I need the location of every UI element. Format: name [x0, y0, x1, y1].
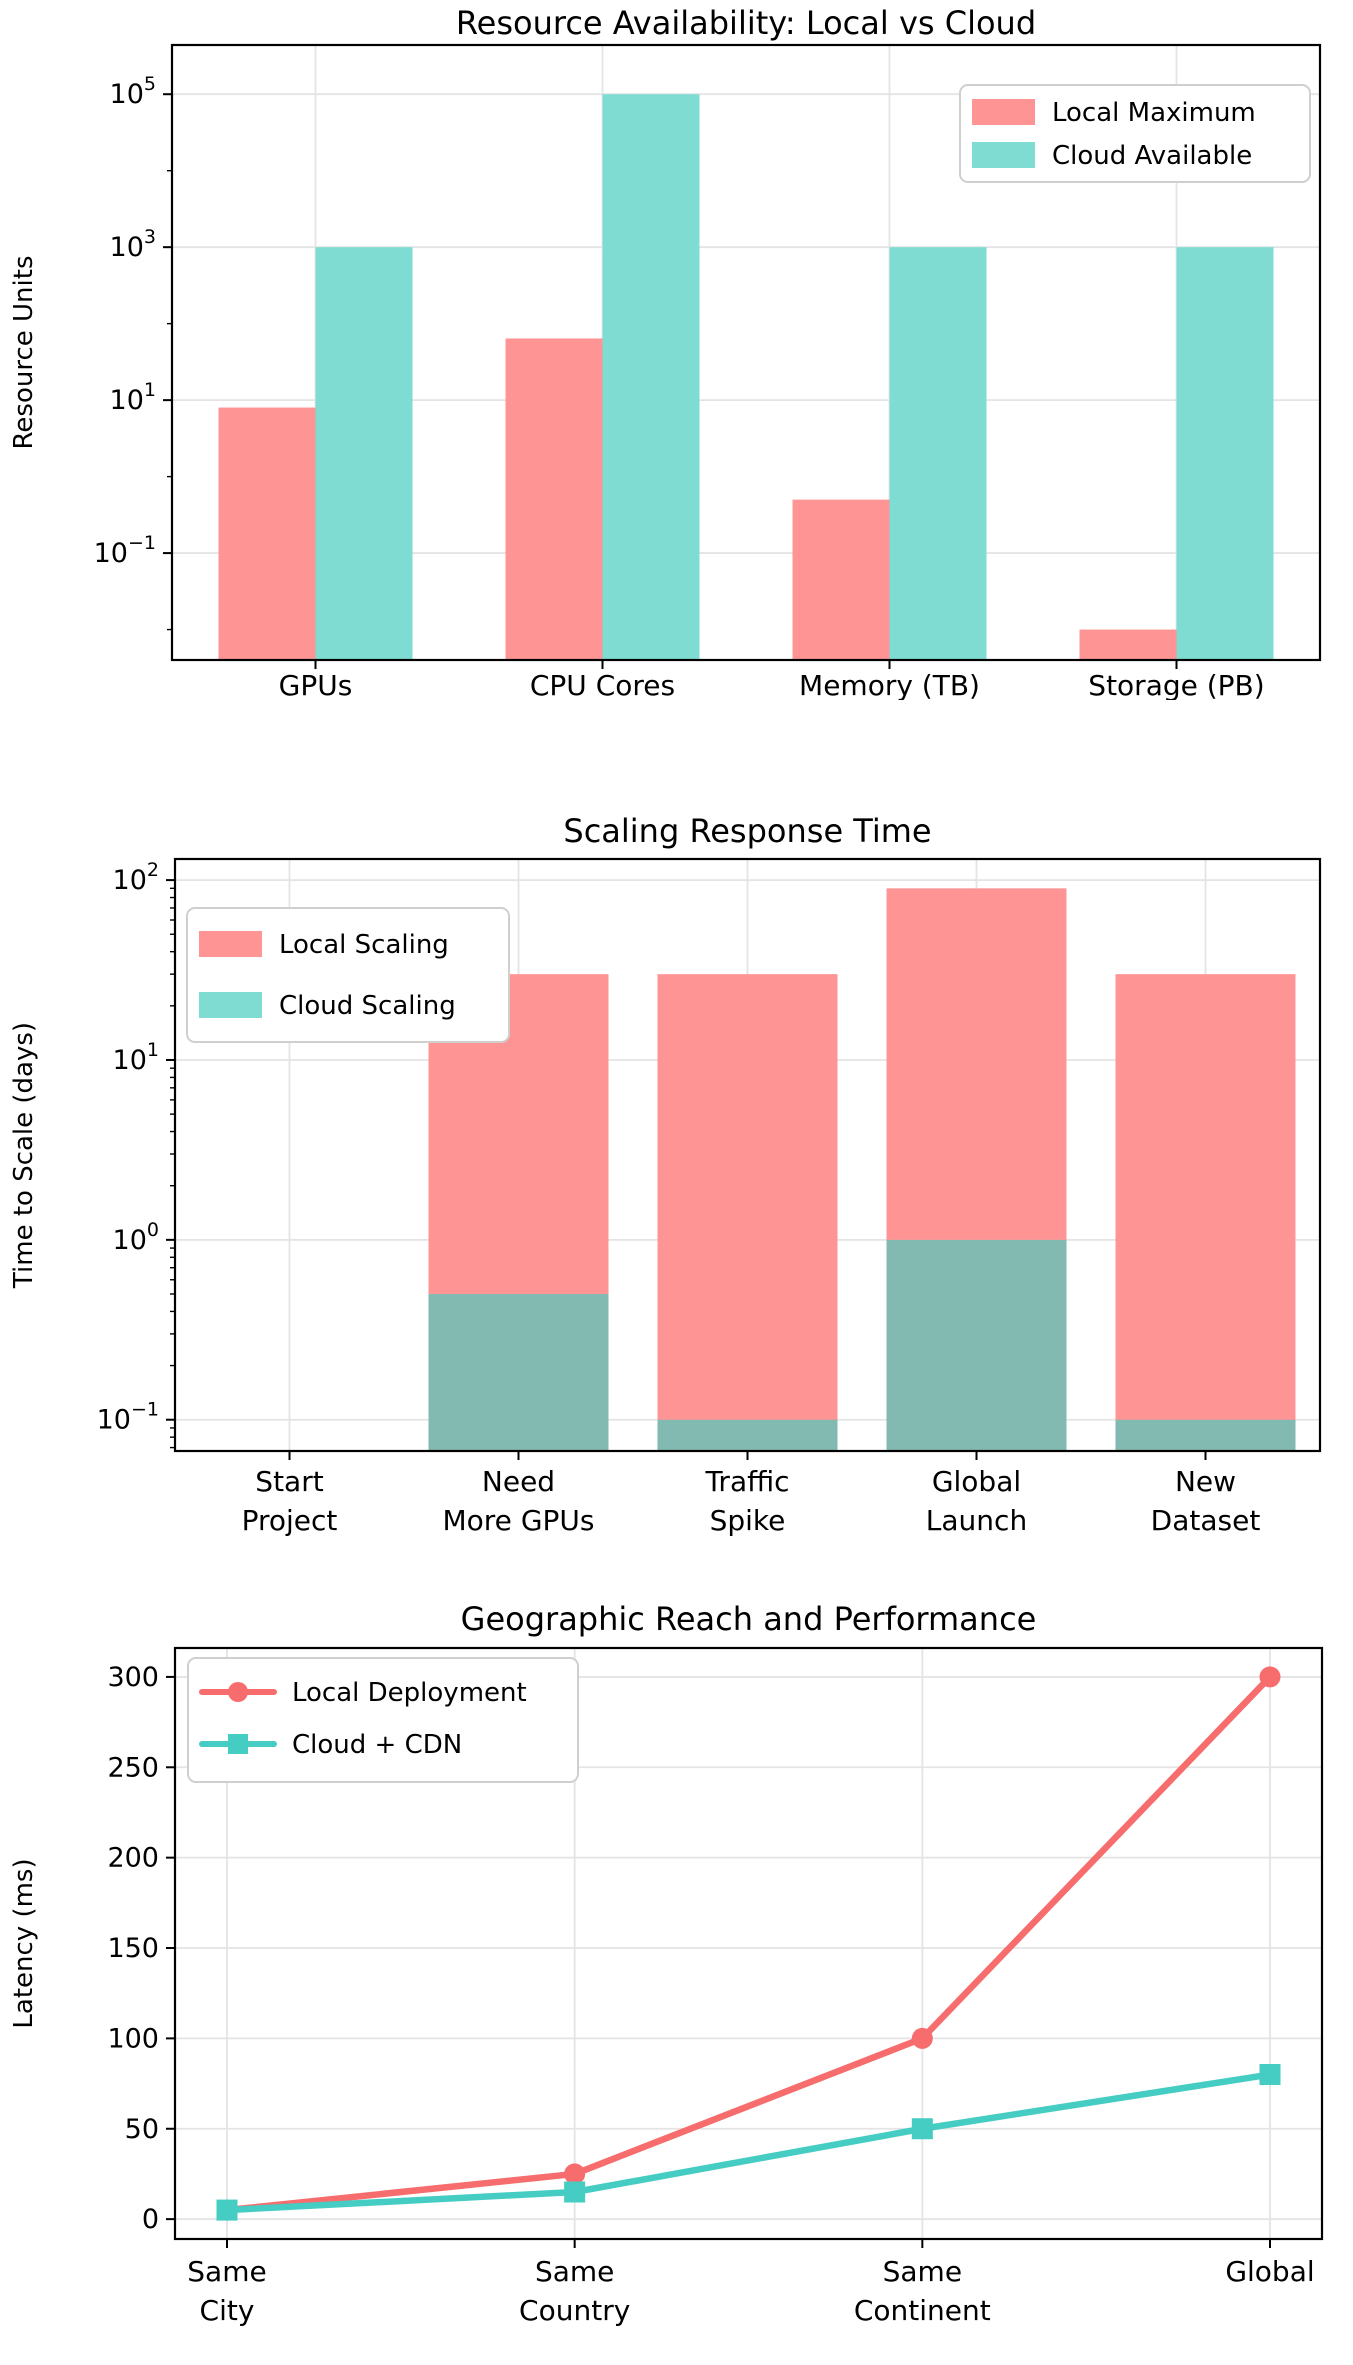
x-tick-label: Launch: [926, 1504, 1027, 1537]
legend-label: Local Maximum: [1052, 98, 1256, 128]
y-tick-label: 10−1: [94, 532, 156, 569]
y-tick-label: 0: [142, 2204, 159, 2235]
bar-local-maximum: [792, 499, 890, 660]
geographic-reach-chart: 0 50 100 150 200 250 300 Same City Same Country Sam…: [9, 1600, 1324, 2327]
bar-local-scaling: [1115, 974, 1296, 1451]
x-tick-label: Spike: [710, 1504, 786, 1537]
chart-geographic-reach: 0 50 100 150 200 250 300 Same City Same Country Sam…: [0, 1558, 1353, 2365]
y-tick-label: 100: [107, 2023, 159, 2054]
x-tick-label: Project: [242, 1504, 338, 1537]
y-tick-label: 105: [110, 73, 156, 110]
line-local-deployment: [223, 1673, 1274, 2214]
line-cloud-cdn: [223, 2071, 1274, 2214]
y-tick-label: 100: [113, 1219, 159, 1256]
y-axis-label: Time to Scale (days): [9, 1022, 39, 1289]
y-tick-label: 102: [113, 859, 159, 896]
chart-scaling-response-time: 102 101 100 10−1 Start Project Need More GPUs Tr…: [0, 704, 1353, 1558]
y-tick-label: 50: [125, 2114, 159, 2145]
x-tick-label: Start: [255, 1465, 323, 1498]
chart-title: Scaling Response Time: [563, 812, 931, 850]
marker-square: [911, 2118, 933, 2140]
y-tick-label: 200: [107, 1843, 159, 1874]
bar-cloud-available: [602, 94, 700, 660]
x-tick-label: More GPUs: [443, 1504, 595, 1537]
legend-marker-square: [228, 1734, 248, 1754]
bar-cloud-scaling-overlap: [1115, 1419, 1296, 1451]
bar-local-scaling: [657, 974, 838, 1451]
legend-swatch: [972, 142, 1035, 168]
chart-title: Resource Availability: Local vs Cloud: [456, 4, 1036, 42]
legend-marker-circle: [228, 1682, 248, 1702]
marker-circle: [1259, 1666, 1281, 1688]
y-tick-label: 150: [107, 1933, 159, 1964]
x-tick-label: Continent: [854, 2294, 991, 2327]
x-tick-label: GPUs: [279, 669, 353, 700]
y-tick-label: 250: [107, 1752, 159, 1783]
y-tick-label: 300: [107, 1662, 159, 1693]
legend-label: Local Deployment: [292, 1678, 527, 1708]
legend-swatch: [199, 931, 262, 957]
x-tick-label: Same: [187, 2255, 266, 2288]
bar-cloud-scaling-overlap: [657, 1419, 838, 1451]
marker-circle: [564, 2163, 586, 2185]
x-tick-label: Need: [482, 1465, 555, 1498]
x-tick-label: New: [1175, 1465, 1236, 1498]
x-tick-label: Dataset: [1151, 1504, 1261, 1537]
y-tick-label: 103: [110, 226, 156, 263]
y-axis-label: Resource Units: [9, 256, 39, 450]
bar-local-maximum: [505, 338, 603, 660]
resource-availability-chart: 105 103 101 10−1 GPUs CPU Cores Memory (TB) Sto…: [9, 4, 1322, 702]
marker-square: [216, 2199, 238, 2221]
y-tick-label: 10−1: [97, 1399, 159, 1436]
x-tick-label: Traffic: [704, 1465, 789, 1498]
legend-label: Cloud Scaling: [279, 991, 456, 1021]
marker-square: [1259, 2064, 1281, 2086]
x-tick-label: Global: [1225, 2255, 1314, 2288]
x-tick-label: Same: [883, 2255, 962, 2288]
bar-cloud-available: [1176, 247, 1274, 661]
bar-local-maximum: [218, 407, 316, 660]
plot-border: [173, 1646, 1324, 2241]
plot-border: [170, 43, 1322, 662]
chart-resource-availability: 105 103 101 10−1 GPUs CPU Cores Memory (TB) Sto…: [0, 0, 1353, 704]
marker-square: [564, 2181, 586, 2203]
bar-cloud-available: [315, 247, 413, 661]
x-tick-label: City: [200, 2294, 255, 2327]
legend-box: [959, 84, 1311, 183]
bar-cloud-scaling-overlap: [428, 1293, 609, 1451]
x-tick-label: Same: [535, 2255, 614, 2288]
legend-swatch: [972, 99, 1035, 125]
scaling-response-time-chart: 102 101 100 10−1 Start Project Need More GPUs Tr…: [9, 812, 1322, 1537]
legend-label: Cloud Available: [1052, 141, 1252, 171]
x-tick-label: Country: [519, 2294, 630, 2327]
x-tick-label: Storage (PB): [1088, 669, 1264, 700]
y-tick-label: 101: [113, 1039, 159, 1076]
y-tick-label: 101: [110, 379, 156, 416]
x-tick-label: Memory (TB): [799, 669, 980, 700]
x-tick-label: CPU Cores: [530, 669, 675, 700]
bar-cloud-scaling-overlap: [886, 1239, 1067, 1451]
legend-box: [186, 907, 510, 1043]
y-axis-label: Latency (ms): [9, 1858, 39, 2028]
legend-swatch: [199, 992, 262, 1018]
chart-title: Geographic Reach and Performance: [461, 1600, 1037, 1638]
legend-box: [187, 1657, 579, 1783]
legend-label: Cloud + CDN: [292, 1730, 462, 1760]
x-tick-label: Global: [932, 1465, 1021, 1498]
bar-cloud-available: [889, 247, 987, 661]
legend-label: Local Scaling: [279, 930, 449, 960]
marker-circle: [911, 2027, 933, 2049]
bar-local-maximum: [1079, 629, 1177, 660]
